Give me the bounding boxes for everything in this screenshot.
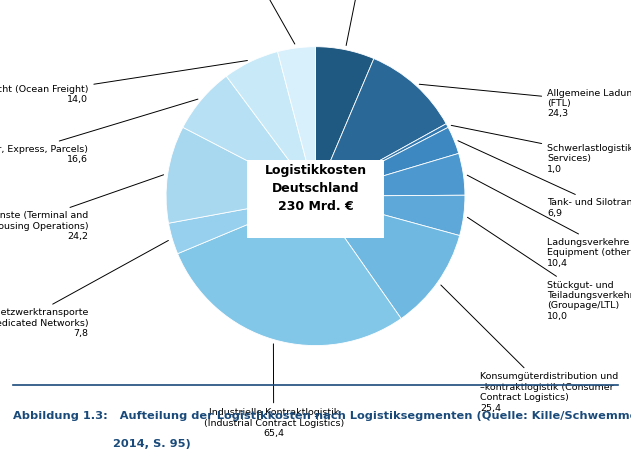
Text: Schwerlastlogistik (Heavy Lift
Services)
1,0: Schwerlastlogistik (Heavy Lift Services)…	[451, 125, 631, 174]
Text: Massengutlogistik (Bulk) inkl.
Binnenschifffahrt
14,7: Massengutlogistik (Bulk) inkl. Binnensch…	[291, 0, 430, 45]
Wedge shape	[316, 127, 459, 196]
Text: Allgemeine Ladungsverkehre
(FTL)
24,3: Allgemeine Ladungsverkehre (FTL) 24,3	[419, 84, 631, 119]
Wedge shape	[183, 76, 316, 196]
Text: Luftfracht (Air Cargo)
9,4: Luftfracht (Air Cargo) 9,4	[208, 0, 309, 44]
Wedge shape	[316, 195, 465, 235]
Text: Terminaldienste (Terminal and
Warehousing Operations)
24,2: Terminaldienste (Terminal and Warehousin…	[0, 175, 163, 241]
Wedge shape	[168, 196, 316, 254]
Wedge shape	[316, 47, 374, 196]
Text: Industrielle Kontraktlogistik
(Industrial Contract Logistics)
65,4: Industrielle Kontraktlogistik (Industria…	[204, 344, 344, 438]
Text: Ladungsverkehre mit spez.
Equipment (other spec. FTL)
10,4: Ladungsverkehre mit spez. Equipment (oth…	[467, 175, 631, 268]
Text: Stückgut- und
Teiladungsverkehre
(Groupage/LTL)
10,0: Stückgut- und Teiladungsverkehre (Groupa…	[468, 217, 631, 321]
Text: Abbildung 1.3:   Aufteilung der Logistikkosten nach Logistiksegmenten (Quelle: K: Abbildung 1.3: Aufteilung der Logistikko…	[13, 411, 631, 421]
Text: Tank- und Silotransporte
6,9: Tank- und Silotransporte 6,9	[458, 141, 631, 218]
Wedge shape	[227, 51, 316, 196]
Text: Konsumgüterdistribution und
–kontraktlogistik (Consumer
Contract Logistics)
25,4: Konsumgüterdistribution und –kontraktlog…	[441, 285, 618, 413]
Wedge shape	[316, 124, 448, 196]
Wedge shape	[316, 58, 446, 196]
Wedge shape	[316, 153, 465, 196]
Wedge shape	[316, 196, 459, 318]
Wedge shape	[278, 47, 316, 196]
Text: Logistikkosten
Deutschland
230 Mrd. €: Logistikkosten Deutschland 230 Mrd. €	[264, 164, 367, 213]
Text: KEP (Courier, Express, Parcels)
16,6: KEP (Courier, Express, Parcels) 16,6	[0, 99, 198, 164]
Text: Stückgut-Netzwerktransporte
(Dedicated Networks)
7,8: Stückgut-Netzwerktransporte (Dedicated N…	[0, 241, 168, 338]
Wedge shape	[166, 127, 316, 223]
Wedge shape	[177, 196, 401, 346]
FancyBboxPatch shape	[247, 160, 384, 238]
Text: 2014, S. 95): 2014, S. 95)	[13, 439, 191, 449]
Text: Seefracht (Ocean Freight)
14,0: Seefracht (Ocean Freight) 14,0	[0, 61, 247, 104]
